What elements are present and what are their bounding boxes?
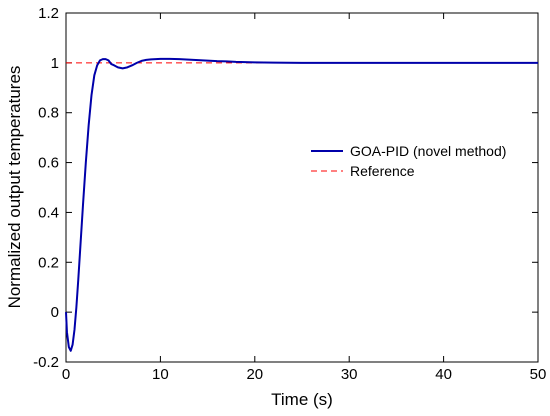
y-tick-label: 0.4 <box>38 204 59 221</box>
x-tick-label: 0 <box>62 366 70 383</box>
x-tick-label: 40 <box>435 366 452 383</box>
x-tick-label: 20 <box>246 366 263 383</box>
x-tick-label: 30 <box>341 366 358 383</box>
legend-label-reference: Reference <box>350 163 415 179</box>
y-tick-label: 1.2 <box>38 5 59 22</box>
x-axis-label: Time (s) <box>271 390 333 409</box>
x-tick-label: 50 <box>530 366 547 383</box>
ticks-layer: 0 10 20 30 40 50-0.200.20.40.60.811.2 <box>33 5 546 383</box>
y-axis-label: Normalized output temperatures <box>5 66 24 309</box>
y-tick-label: 0.6 <box>38 155 59 172</box>
y-tick-label: 1 <box>51 55 59 72</box>
legend-label-goa-pid: GOA-PID (novel method) <box>350 143 506 159</box>
series-layer <box>65 57 538 352</box>
legend: GOA-PID (novel method) Reference <box>311 143 506 179</box>
y-tick-label: 0.8 <box>38 105 59 122</box>
y-tick-label: 0.2 <box>38 254 59 271</box>
goa-pid-series-line <box>65 57 538 352</box>
plot-area <box>65 12 539 363</box>
y-tick-label: -0.2 <box>33 354 59 371</box>
y-tick-label: 0 <box>51 304 59 321</box>
x-tick-label: 10 <box>152 366 169 383</box>
